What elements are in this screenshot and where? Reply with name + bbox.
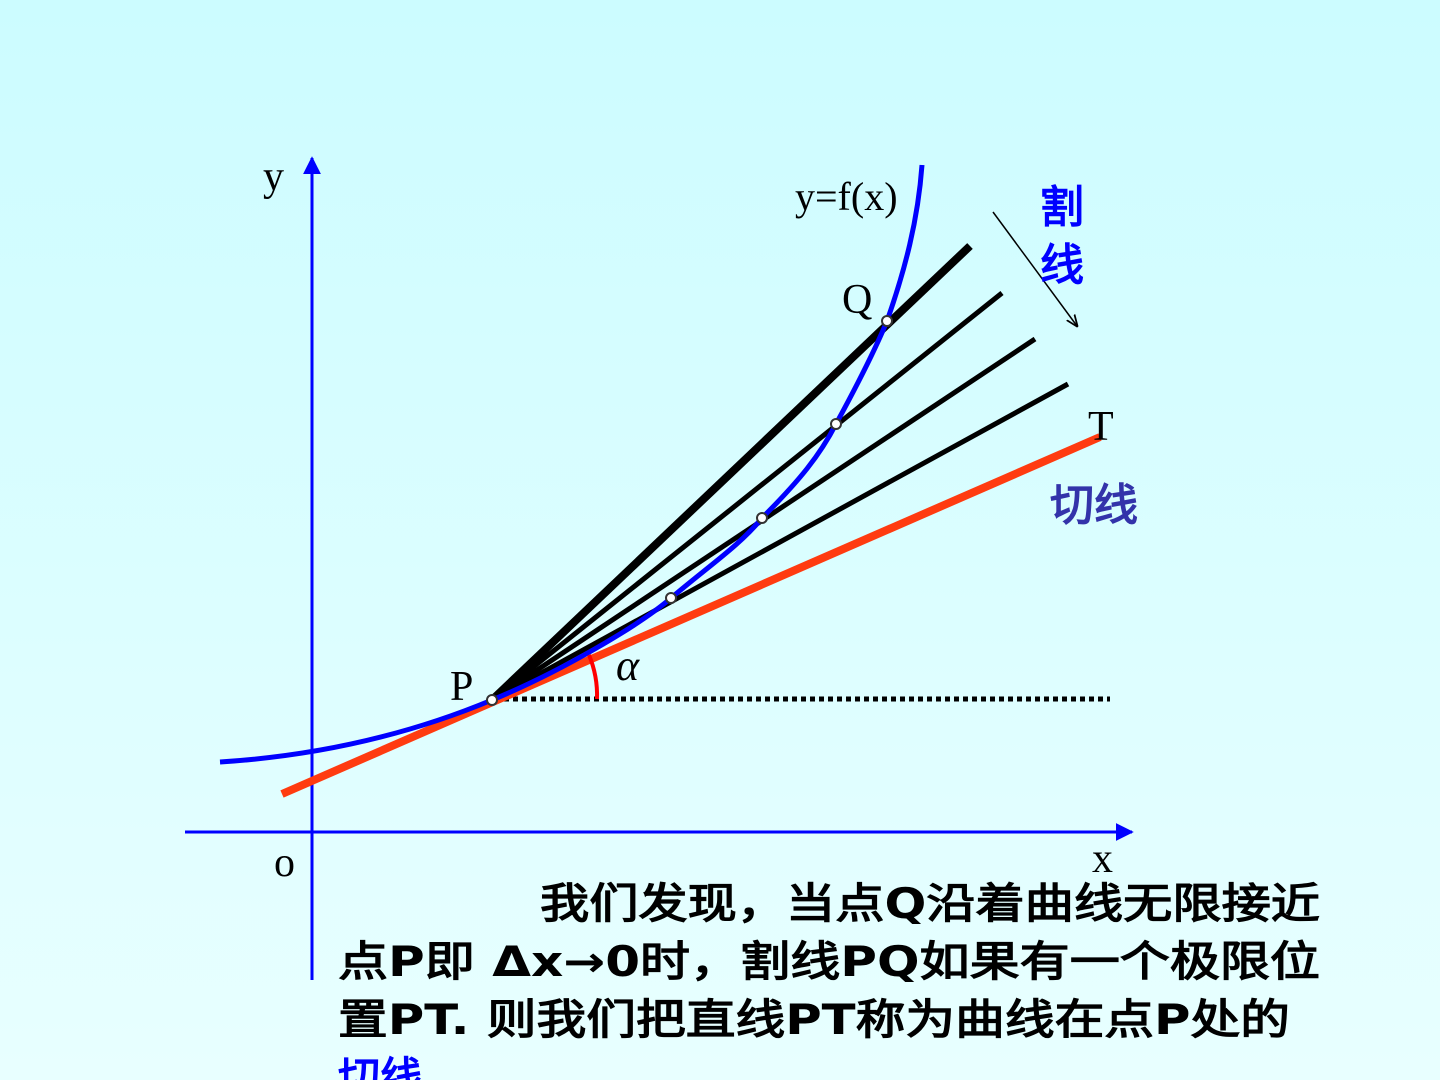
point [881,315,893,327]
curve-label: y=f(x) [795,174,898,219]
point-label: Q [842,277,872,323]
paragraph-line: 置PT. 则我们把直线PT称为曲线在点P处的 [338,995,1290,1044]
paragraph-line: 我们发现，当点Q沿着曲线无限接近 [540,879,1320,928]
paragraph-line: 点P即 Δx→0时，割线PQ如果有一个极限位 [338,937,1320,986]
point-label: T [1088,404,1114,450]
point [756,512,768,524]
secant-line [490,381,1070,703]
point [830,418,842,430]
origin-label: o [274,840,295,886]
axis-label: y [263,154,284,200]
secant-line [489,243,973,703]
secant-line [490,291,1004,702]
tangent-label: 切线 [1050,480,1138,531]
tangent-line [280,433,1102,798]
point [486,694,498,706]
paragraph-ending: 切线 [338,1053,422,1080]
angle-label: α [616,641,640,690]
curve [219,164,925,765]
axis-label: x [1092,836,1113,882]
point [665,592,677,604]
direction-arrow [992,211,1077,326]
secant-label: 割 [1040,182,1084,233]
point-label: P [450,664,473,710]
secant-label: 线 [1040,240,1084,291]
angle-arc [587,654,600,700]
